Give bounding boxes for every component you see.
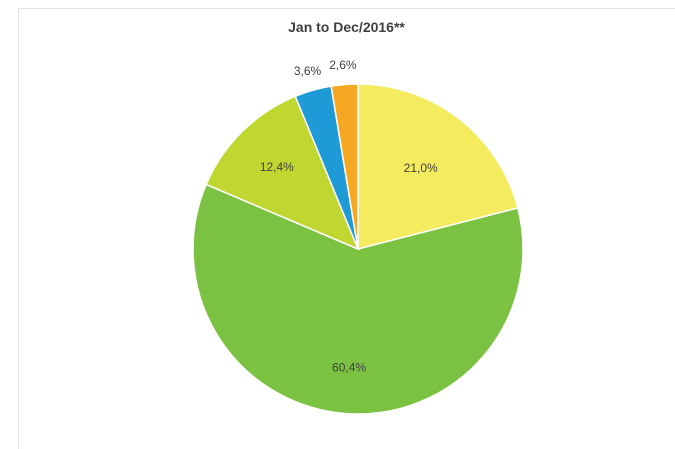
pie-slice <box>205 95 360 251</box>
slice-data-label: 12,4% <box>260 160 294 174</box>
slice-data-label: 21,0% <box>404 161 438 175</box>
slice-data-label: 2,6% <box>329 58 357 72</box>
pie-slice <box>357 83 519 250</box>
slice-data-label: 60,4% <box>332 360 366 374</box>
pie-slice <box>330 83 359 250</box>
slice-data-label: 3,6% <box>294 64 322 78</box>
pie-slice <box>192 183 524 415</box>
chart-title: Jan to Dec/2016** <box>288 19 405 35</box>
